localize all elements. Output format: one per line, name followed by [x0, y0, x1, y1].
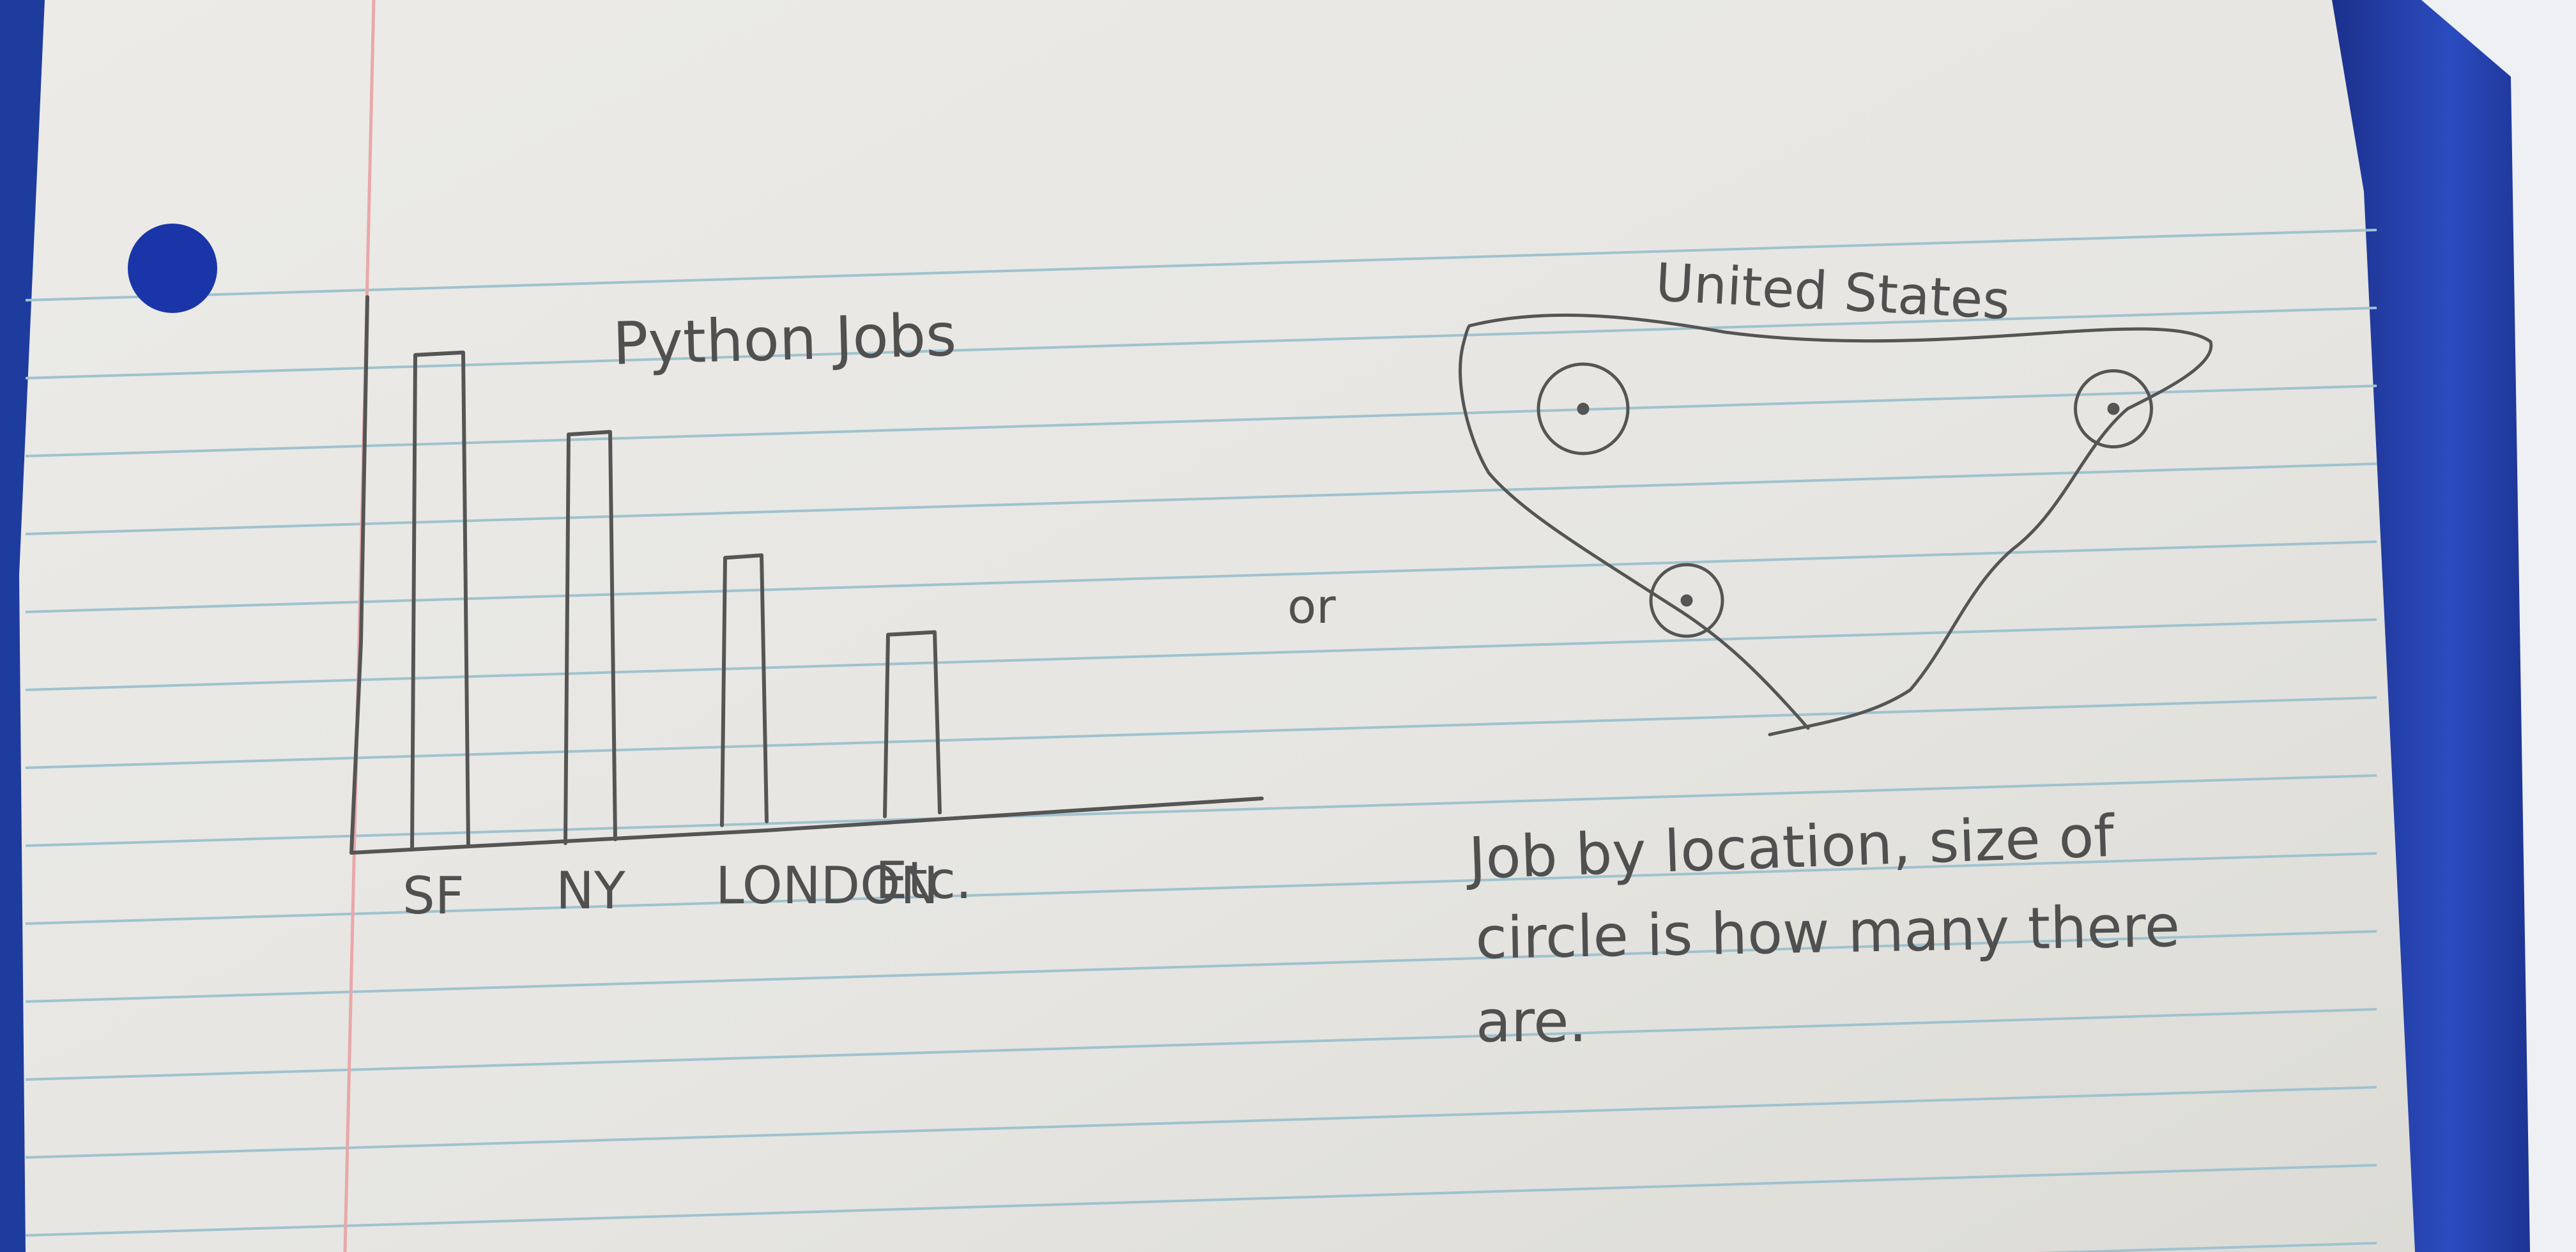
note-line-2: circle is how many there [1475, 893, 2181, 972]
location-dot [2109, 404, 2118, 413]
note-line-3: are. [1476, 988, 1587, 1055]
category-label: SF [402, 866, 464, 926]
category-label: Etc. [875, 851, 972, 910]
chart-title: Python Jobs [612, 301, 958, 378]
category-label: NY [556, 861, 626, 920]
location-dot [1579, 404, 1588, 413]
notebook-paper [19, 0, 2415, 1252]
binder-hole [128, 224, 217, 313]
location-dot [1682, 596, 1691, 605]
separator-word: or [1287, 579, 1336, 634]
